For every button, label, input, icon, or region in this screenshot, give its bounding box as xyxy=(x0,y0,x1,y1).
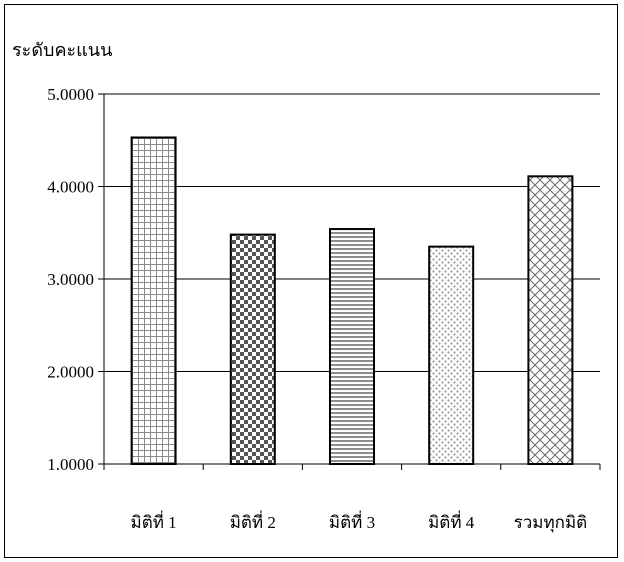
bar xyxy=(428,245,475,465)
x-tick-label: รวมทุกมิติ xyxy=(514,513,588,533)
y-tick-label: 2.0000 xyxy=(47,363,94,382)
bar xyxy=(229,233,276,465)
y-tick-label: 1.0000 xyxy=(47,455,94,474)
x-tick-label: มิติที่ 2 xyxy=(230,510,276,532)
x-tick-label: มิติที่ 3 xyxy=(329,510,375,532)
bar xyxy=(329,228,375,465)
chart-frame xyxy=(4,4,618,558)
tick-labels: 1.0000 2.0000 3.0000 4.0000 5.0000 มิติที่ 1 ม… xyxy=(47,85,587,533)
y-tick-label: 4.0000 xyxy=(47,178,94,197)
bar xyxy=(527,175,574,465)
y-axis-label: ระดับคะแนน xyxy=(12,40,112,60)
y-tick-label: 5.0000 xyxy=(47,85,94,104)
bar xyxy=(130,136,177,465)
axes xyxy=(98,93,601,470)
y-tick-label: 3.0000 xyxy=(47,270,94,289)
x-tick-label: มิติที่ 1 xyxy=(130,510,176,532)
x-tick-label: มิติที่ 4 xyxy=(428,510,475,532)
